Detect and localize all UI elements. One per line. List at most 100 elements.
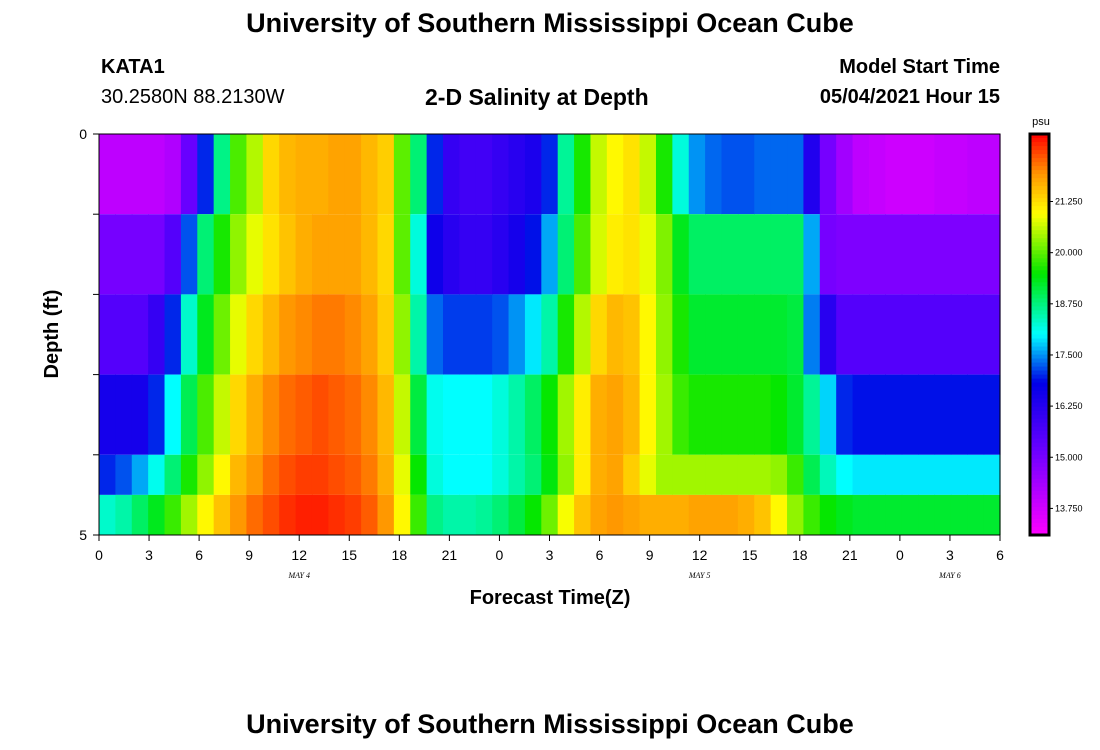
heatmap-cell <box>361 134 379 215</box>
colorbar-segment <box>1030 466 1049 472</box>
heatmap-cell <box>115 214 133 295</box>
colorbar-segment <box>1030 206 1049 211</box>
heatmap-cell <box>590 454 608 495</box>
heatmap-cell <box>918 214 936 295</box>
heatmap-cell <box>197 294 215 375</box>
heatmap-cell <box>836 374 854 455</box>
heatmap-cell <box>361 454 379 495</box>
heatmap-cell <box>934 294 952 375</box>
colorbar-segment <box>1030 366 1049 372</box>
heatmap-cell <box>311 134 329 215</box>
heatmap-cell <box>311 294 329 375</box>
heatmap-cell <box>344 294 362 375</box>
colorbar-segment <box>1030 282 1049 287</box>
chart-subtitle: 2-D Salinity at Depth <box>425 84 649 110</box>
colorbar-segment <box>1030 170 1049 175</box>
colorbar-segment <box>1030 430 1049 436</box>
heatmap-cell <box>164 454 182 495</box>
heatmap-cell <box>393 294 411 375</box>
heatmap-cell <box>393 494 411 535</box>
heatmap-cell <box>557 214 575 295</box>
heatmap-cell <box>115 454 133 495</box>
heatmap-cell <box>541 214 559 295</box>
heatmap-cell <box>623 494 641 535</box>
heatmap-cell <box>737 454 755 495</box>
heatmap-cell <box>639 294 657 375</box>
heatmap-cell <box>819 494 837 535</box>
y-axis-label: Depth (ft) <box>41 290 63 379</box>
heatmap-cell <box>377 454 395 495</box>
heatmap-cell <box>180 134 198 215</box>
heatmap-cell <box>475 214 493 295</box>
heatmap-cell <box>901 134 919 215</box>
heatmap-cell <box>606 294 624 375</box>
heatmap-cell <box>705 374 723 455</box>
heatmap-cell <box>819 134 837 215</box>
colorbar-segment <box>1030 438 1049 444</box>
colorbar-segment <box>1030 522 1049 528</box>
colorbar-segment <box>1030 138 1049 143</box>
heatmap-cell <box>950 134 968 215</box>
colorbar: 13.750 15.000 16.250 17.500 18.750 20.000 21.2… <box>1028 132 1083 537</box>
heatmap-cell <box>131 294 149 375</box>
heatmap-cell <box>655 134 673 215</box>
heatmap-cell <box>639 374 657 455</box>
page-title: University of Southern Mississippi Ocean… <box>246 8 854 38</box>
heatmap-cell <box>213 134 231 215</box>
heatmap-cell <box>311 374 329 455</box>
heatmap-cell <box>754 134 772 215</box>
heatmap-cell <box>443 294 460 375</box>
heatmap-cell <box>983 454 1001 495</box>
heatmap-cell <box>279 494 297 535</box>
heatmap-cell <box>672 214 690 295</box>
heatmap-cell <box>475 294 493 375</box>
heatmap-cell <box>492 374 510 455</box>
heatmap-cell <box>377 294 395 375</box>
heatmap-cell <box>459 374 477 455</box>
heatmap-cell <box>688 134 706 215</box>
heatmap-cell <box>492 214 510 295</box>
heatmap-cell <box>623 374 641 455</box>
y-tick-label: 0 <box>79 126 87 142</box>
colorbar-segment <box>1030 198 1049 203</box>
heatmap-cell <box>557 494 575 535</box>
heatmap-cell <box>115 134 133 215</box>
colorbar-segment <box>1030 450 1049 456</box>
heatmap-cell <box>524 294 542 375</box>
colorbar-segment <box>1030 346 1049 352</box>
heatmap-cell <box>344 374 362 455</box>
heatmap-cell <box>721 494 739 535</box>
colorbar-segment <box>1030 462 1049 468</box>
x-tick-label: 9 <box>646 547 654 563</box>
heatmap-cell <box>574 374 592 455</box>
heatmap-cell <box>426 134 444 215</box>
heatmap-cell <box>967 214 985 295</box>
heatmap-cell <box>475 374 493 455</box>
colorbar-segment <box>1030 498 1049 504</box>
heatmap-cell <box>967 374 985 455</box>
x-tick-label: 6 <box>996 547 1004 563</box>
heatmap-cell <box>918 454 936 495</box>
heatmap-cell <box>246 134 264 215</box>
colorbar-tick-label: 15.000 <box>1055 452 1083 462</box>
heatmap-cell <box>148 454 166 495</box>
heatmap-cell <box>787 494 805 535</box>
heatmap-cell <box>803 134 821 215</box>
heatmap-cell <box>99 134 116 215</box>
colorbar-segment <box>1030 526 1049 532</box>
x-tick-label: 15 <box>742 547 758 563</box>
heatmap-cell <box>541 294 559 375</box>
colorbar-segment <box>1030 446 1049 452</box>
x-tick-label: 21 <box>442 547 458 563</box>
heatmap-cell <box>901 494 919 535</box>
station-id: KATA1 <box>101 56 165 78</box>
heatmap-cell <box>99 294 116 375</box>
heatmap-cell <box>197 214 215 295</box>
heatmap-cell <box>230 374 248 455</box>
heatmap-cell <box>950 214 968 295</box>
heatmap-cell <box>279 214 297 295</box>
colorbar-segment <box>1030 502 1049 508</box>
heatmap-cell <box>361 294 379 375</box>
colorbar-segment <box>1030 326 1049 332</box>
heatmap-cell <box>705 214 723 295</box>
